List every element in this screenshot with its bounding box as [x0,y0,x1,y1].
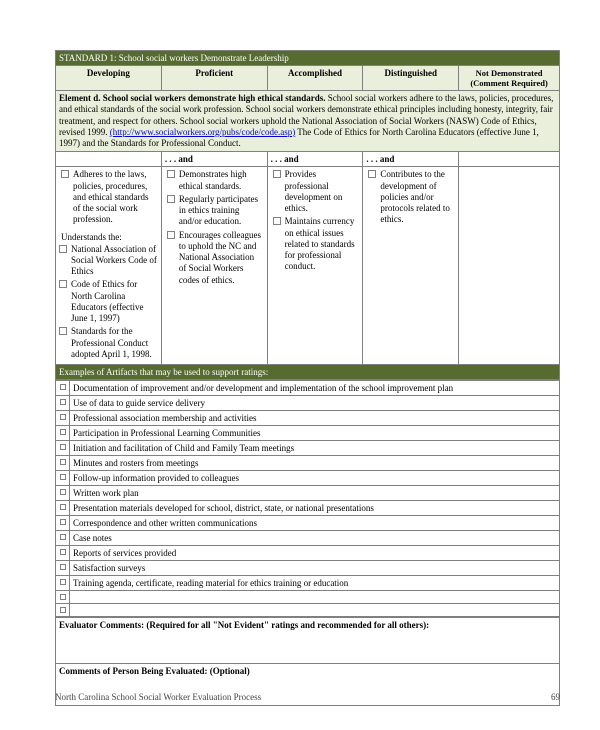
footer-text: North Carolina School Social Worker Eval… [55,692,261,702]
artifact-text [70,591,560,604]
artifact-checkbox[interactable] [56,591,70,604]
artifacts-header: Examples of Artifacts that may be used t… [56,365,560,380]
element-description: Element d. School social workers demonst… [56,91,560,152]
artifact-row: Minutes and rosters from meetings [56,456,560,471]
artifact-checkbox[interactable] [56,381,70,396]
proficient-cell: Demonstrates high ethical standards. Reg… [161,167,267,365]
artifact-text: Case notes [70,531,560,546]
artifact-text: Minutes and rosters from meetings [70,456,560,471]
checkbox-item[interactable]: Demonstrates high ethical standards. [167,169,264,194]
page-footer: North Carolina School Social Worker Eval… [55,692,560,702]
artifact-text: Reports of services provided [70,546,560,561]
artifact-row: Training agenda, certificate, reading ma… [56,576,560,591]
and-distinguished: . . . and [363,152,459,167]
artifact-checkbox[interactable] [56,501,70,516]
artifact-text: Satisfaction surveys [70,561,560,576]
descriptors-row: Adheres to the laws, policies, procedure… [56,167,560,365]
artifact-checkbox[interactable] [56,486,70,501]
artifact-checkbox[interactable] [56,576,70,591]
artifact-text: Correspondence and other written communi… [70,516,560,531]
and-proficient: . . . and [161,152,267,167]
checkbox-item[interactable]: Standards for the Professional Conduct a… [59,326,158,362]
checkbox-item[interactable]: National Association of Social Workers C… [59,244,158,280]
page-number: 69 [551,692,560,702]
artifact-row: Case notes [56,531,560,546]
level-developing: Developing [56,66,162,91]
element-title: Element d. School social workers demonst… [59,93,326,103]
artifact-text [70,604,560,617]
artifact-row: Satisfaction surveys [56,561,560,576]
artifact-row: Written work plan [56,486,560,501]
understands-label: Understands the: [61,232,158,242]
artifact-text: Use of data to guide service delivery [70,396,560,411]
evaluator-comments[interactable]: Evaluator Comments: (Required for all "N… [56,618,560,664]
artifact-row: Presentation materials developed for sch… [56,501,560,516]
artifact-row: Reports of services provided [56,546,560,561]
developing-cell: Adheres to the laws, policies, procedure… [56,167,162,365]
artifact-text: Documentation of improvement and/or deve… [70,381,560,396]
artifact-checkbox[interactable] [56,516,70,531]
artifact-row: Use of data to guide service delivery [56,396,560,411]
accomplished-cell: Provides professional development on eth… [267,167,363,365]
level-proficient: Proficient [161,66,267,91]
level-header-row: Developing Proficient Accomplished Disti… [56,66,560,91]
artifact-checkbox[interactable] [56,546,70,561]
checkbox-item[interactable]: Contributes to the development of polici… [368,169,455,227]
artifact-checkbox[interactable] [56,441,70,456]
artifact-row: Follow-up information provided to collea… [56,471,560,486]
artifact-checkbox[interactable] [56,411,70,426]
artifact-row: Participation in Professional Learning C… [56,426,560,441]
checkbox-item[interactable]: Provides professional development on eth… [273,169,360,216]
level-accomplished: Accomplished [267,66,363,91]
checkbox-item[interactable]: Code of Ethics for North Carolina Educat… [59,279,158,326]
code-of-ethics-link[interactable]: (http://www.socialworkers.org/pubs/code/… [110,127,295,137]
checkbox-item[interactable]: Adheres to the laws, policies, procedure… [61,169,158,227]
artifact-text: Participation in Professional Learning C… [70,426,560,441]
artifact-text: Initiation and facilitation of Child and… [70,441,560,456]
distinguished-cell: Contributes to the development of polici… [363,167,459,365]
artifact-text: Written work plan [70,486,560,501]
artifact-checkbox[interactable] [56,531,70,546]
checkbox-item[interactable]: Encourages colleagues to uphold the NC a… [167,230,264,288]
artifact-row [56,591,560,604]
artifact-text: Follow-up information provided to collea… [70,471,560,486]
rubric-table: STANDARD 1: School social workers Demons… [55,50,560,380]
not-demonstrated-cell [459,167,560,365]
artifact-text: Professional association membership and … [70,411,560,426]
page-content: STANDARD 1: School social workers Demons… [0,0,600,706]
artifact-checkbox[interactable] [56,604,70,617]
checkbox-item[interactable]: Maintains currency on ethical issues rel… [273,216,360,274]
artifact-checkbox[interactable] [56,561,70,576]
artifact-text: Presentation materials developed for sch… [70,501,560,516]
artifact-row: Correspondence and other written communi… [56,516,560,531]
and-row: . . . and . . . and . . . and [56,152,560,167]
artifact-row: Professional association membership and … [56,411,560,426]
standard-header: STANDARD 1: School social workers Demons… [56,51,560,66]
and-accomplished: . . . and [267,152,363,167]
artifact-row: Documentation of improvement and/or deve… [56,381,560,396]
artifact-checkbox[interactable] [56,471,70,486]
artifact-row: Initiation and facilitation of Child and… [56,441,560,456]
artifacts-table: Documentation of improvement and/or deve… [55,380,560,617]
checkbox-item[interactable]: Regularly participates in ethics trainin… [167,194,264,230]
level-not-demonstrated: Not Demonstrated (Comment Required) [459,66,560,91]
artifact-row [56,604,560,617]
artifact-checkbox[interactable] [56,426,70,441]
level-distinguished: Distinguished [363,66,459,91]
artifact-checkbox[interactable] [56,456,70,471]
artifact-checkbox[interactable] [56,396,70,411]
artifact-text: Training agenda, certificate, reading ma… [70,576,560,591]
